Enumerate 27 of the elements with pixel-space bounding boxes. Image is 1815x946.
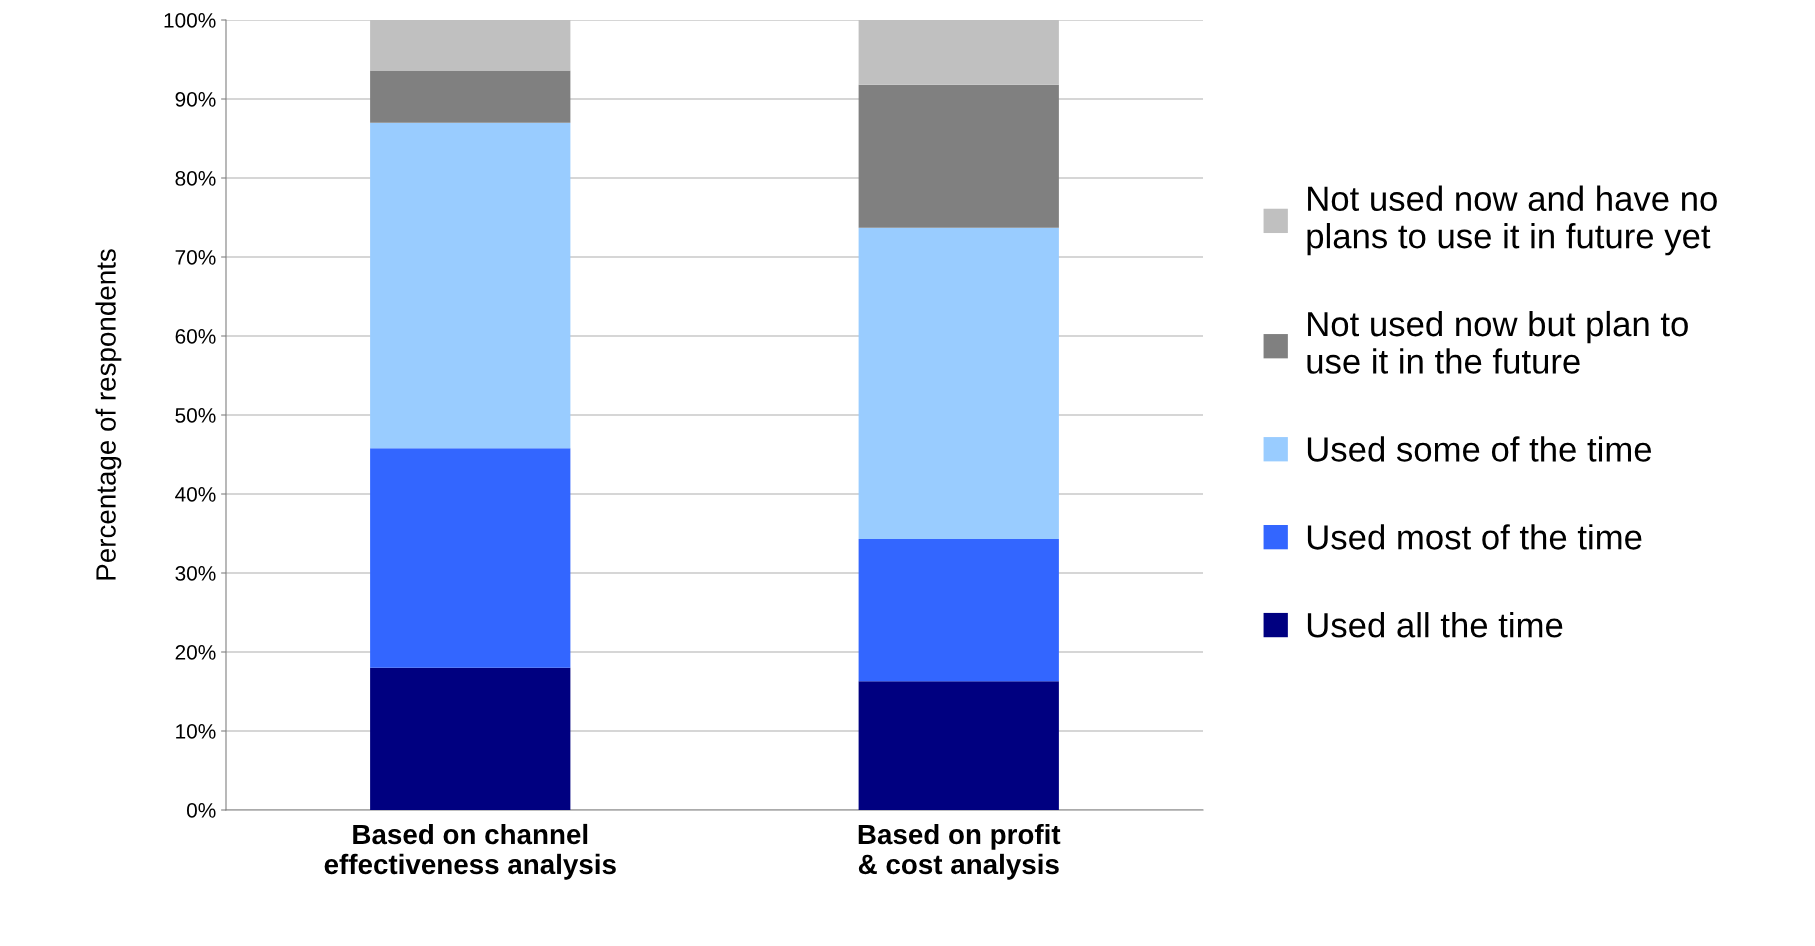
legend-label: Not used now and have no plans to use it in future yet — [1307, 185, 1717, 256]
legend-label: Used most of the time — [1307, 524, 1642, 550]
bar — [858, 227, 1059, 540]
legend-label: Used some of the time — [1307, 436, 1652, 462]
legend-label: Used all the time — [1307, 612, 1563, 638]
bar — [370, 448, 571, 668]
y-tick-label: 60% — [175, 329, 216, 344]
y-tick-label: 40% — [175, 487, 216, 502]
x-tick-label: Based on profit & cost analysis — [858, 823, 1061, 880]
y-tick-label: 100% — [164, 13, 216, 28]
bar — [858, 84, 1059, 228]
y-tick-label: 30% — [175, 566, 216, 581]
bar — [370, 122, 571, 449]
y-tick-label: 90% — [175, 92, 216, 107]
bar — [370, 667, 571, 810]
y-tick-label: 10% — [176, 724, 216, 739]
bar — [370, 70, 571, 123]
y-tick-label: 50% — [175, 408, 216, 423]
bar — [858, 681, 1059, 810]
y-axis-title: Percentage of respondents — [95, 249, 122, 580]
y-tick-label: 80% — [175, 171, 216, 186]
y-tick-label: 20% — [175, 645, 216, 660]
y-tick-label: 0% — [186, 803, 216, 818]
bar — [858, 539, 1059, 682]
x-tick-label: Based on channel effectiveness analysis — [324, 823, 616, 880]
y-tick-label: 70% — [175, 250, 216, 265]
legend-label: Not used now but plan to use it in the future — [1307, 310, 1688, 374]
